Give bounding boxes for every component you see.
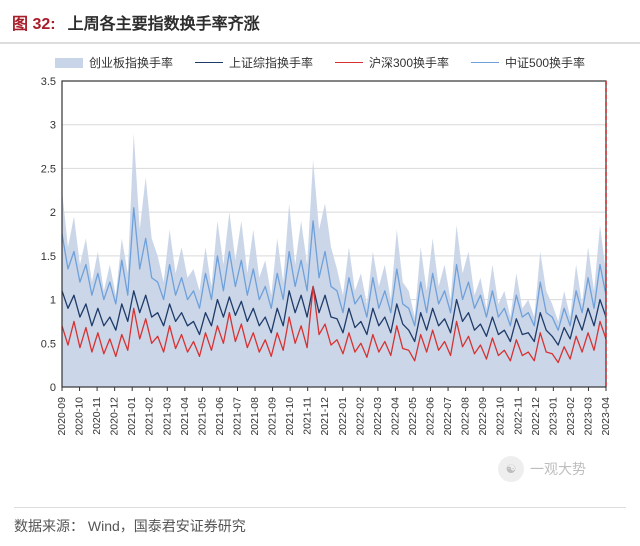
- svg-text:2020-12: 2020-12: [109, 397, 121, 436]
- svg-text:2020-10: 2020-10: [74, 397, 86, 436]
- watermark-text: 一观大势: [530, 459, 586, 479]
- legend: 创业板指换手率 上证综指换手率 沪深300换手率 中证500换手率: [0, 44, 640, 71]
- svg-text:2022-07: 2022-07: [442, 397, 454, 436]
- svg-text:2022-11: 2022-11: [512, 397, 524, 435]
- figure-container: 图 32: 上周各主要指数换手率齐涨 创业板指换手率 上证综指换手率 沪深300换手…: [0, 0, 640, 546]
- legend-swatch: [335, 62, 363, 63]
- svg-text:2021-12: 2021-12: [319, 397, 331, 436]
- svg-text:2021-01: 2021-01: [126, 397, 138, 436]
- legend-label: 上证综指换手率: [229, 54, 313, 71]
- svg-text:2022-01: 2022-01: [337, 397, 349, 436]
- svg-text:1.5: 1.5: [41, 251, 56, 263]
- svg-text:2021-03: 2021-03: [161, 397, 173, 436]
- svg-text:2023-03: 2023-03: [582, 397, 594, 436]
- watermark: ☯ 一观大势: [498, 456, 586, 482]
- wechat-icon: ☯: [498, 456, 524, 482]
- svg-text:2021-04: 2021-04: [179, 397, 191, 436]
- svg-text:2022-02: 2022-02: [354, 397, 366, 436]
- svg-text:2021-07: 2021-07: [231, 397, 243, 436]
- svg-text:0.5: 0.5: [41, 338, 56, 350]
- source-value: Wind，国泰君安证券研究: [88, 518, 246, 534]
- svg-text:2021-02: 2021-02: [144, 397, 156, 436]
- legend-item-cyb: 创业板指换手率: [55, 54, 173, 71]
- svg-text:2022-09: 2022-09: [477, 397, 489, 436]
- svg-text:2020-09: 2020-09: [56, 397, 68, 436]
- svg-text:2023-01: 2023-01: [547, 397, 559, 436]
- legend-item-zz500: 中证500换手率: [471, 54, 585, 71]
- legend-label: 沪深300换手率: [369, 54, 449, 71]
- chart: 0 0.5 1 1.5 2 2.5 3 3.5 2020-09 2020-10 2020-11 202…: [20, 75, 620, 455]
- svg-text:2.5: 2.5: [41, 163, 56, 175]
- legend-swatch: [195, 62, 223, 63]
- legend-swatch: [55, 58, 83, 68]
- svg-text:2021-10: 2021-10: [284, 397, 296, 436]
- svg-text:2022-06: 2022-06: [425, 397, 437, 436]
- source-row: 数据来源： Wind，国泰君安证券研究: [14, 507, 626, 536]
- legend-label: 创业板指换手率: [89, 54, 173, 71]
- svg-text:2021-05: 2021-05: [196, 397, 208, 436]
- svg-text:2022-05: 2022-05: [407, 397, 419, 436]
- svg-text:2021-08: 2021-08: [249, 397, 261, 436]
- svg-text:2021-09: 2021-09: [267, 397, 279, 436]
- chart-svg: 0 0.5 1 1.5 2 2.5 3 3.5 2020-09 2020-10 2020-11 202…: [20, 75, 620, 455]
- svg-text:2021-11: 2021-11: [302, 397, 314, 435]
- figure-title: 上周各主要指数换手率齐涨: [68, 10, 260, 34]
- svg-text:2022-10: 2022-10: [495, 397, 507, 436]
- source-label: 数据来源：: [14, 518, 84, 534]
- legend-label: 中证500换手率: [505, 54, 585, 71]
- svg-text:3: 3: [50, 120, 56, 132]
- svg-text:2023-04: 2023-04: [600, 397, 612, 436]
- legend-swatch: [471, 62, 499, 63]
- title-row: 图 32: 上周各主要指数换手率齐涨: [0, 0, 640, 44]
- svg-text:0: 0: [50, 382, 56, 394]
- svg-text:3.5: 3.5: [41, 76, 56, 88]
- svg-text:2022-03: 2022-03: [372, 397, 384, 436]
- svg-text:2: 2: [50, 207, 56, 219]
- svg-text:2021-06: 2021-06: [214, 397, 226, 436]
- svg-text:2022-08: 2022-08: [460, 397, 472, 436]
- svg-text:2020-11: 2020-11: [91, 397, 103, 435]
- source: 数据来源： Wind，国泰君安证券研究: [14, 516, 246, 536]
- svg-text:2023-02: 2023-02: [565, 397, 577, 436]
- svg-text:2022-04: 2022-04: [389, 397, 401, 436]
- svg-text:2022-12: 2022-12: [530, 397, 542, 436]
- figure-number: 图 32:: [12, 10, 56, 34]
- legend-item-szc: 上证综指换手率: [195, 54, 313, 71]
- legend-item-hs300: 沪深300换手率: [335, 54, 449, 71]
- svg-text:1: 1: [50, 295, 56, 307]
